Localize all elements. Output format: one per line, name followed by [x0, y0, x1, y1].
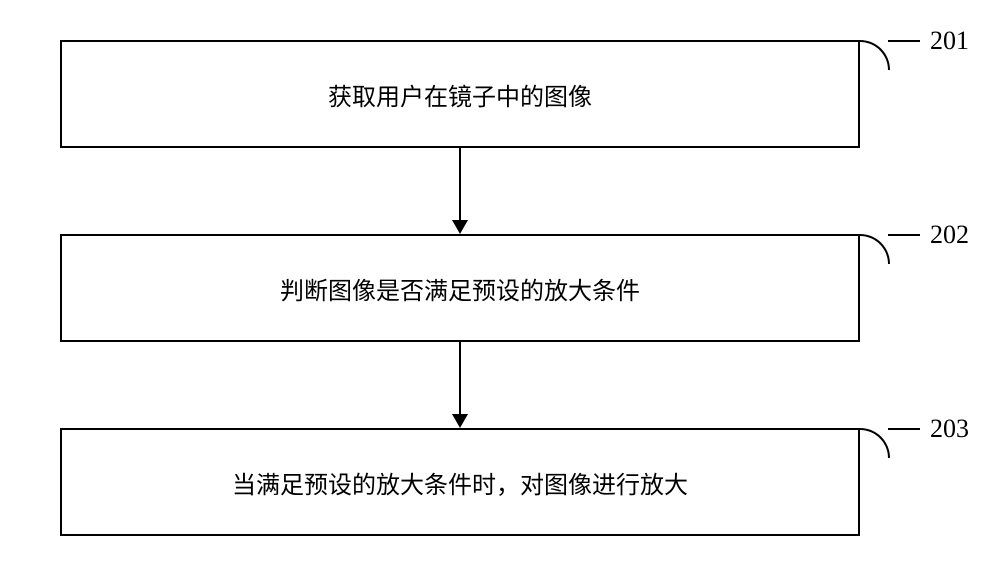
leader-line-1 — [888, 40, 920, 42]
leader-line-3 — [888, 428, 920, 430]
arrow-1-line — [459, 148, 461, 220]
step-label-1: 201 — [930, 26, 969, 56]
flow-step-3: 当满足预设的放大条件时，对图像进行放大 — [60, 428, 860, 536]
flowchart-canvas: 获取用户在镜子中的图像 201 判断图像是否满足预设的放大条件 202 当满足预… — [0, 0, 1000, 580]
step-label-2: 202 — [930, 220, 969, 250]
arrow-2-head — [452, 414, 468, 428]
flow-step-1: 获取用户在镜子中的图像 — [60, 40, 860, 148]
flow-step-2: 判断图像是否满足预设的放大条件 — [60, 234, 860, 342]
flow-step-2-text: 判断图像是否满足预设的放大条件 — [280, 271, 640, 306]
leader-curve-1 — [860, 40, 890, 70]
arrow-2-line — [459, 342, 461, 414]
step-label-3: 203 — [930, 414, 969, 444]
leader-curve-3 — [860, 428, 890, 458]
flow-step-1-text: 获取用户在镜子中的图像 — [328, 77, 592, 112]
arrow-1-head — [452, 220, 468, 234]
leader-line-2 — [888, 234, 920, 236]
leader-curve-2 — [860, 234, 890, 264]
flow-step-3-text: 当满足预设的放大条件时，对图像进行放大 — [232, 465, 688, 500]
